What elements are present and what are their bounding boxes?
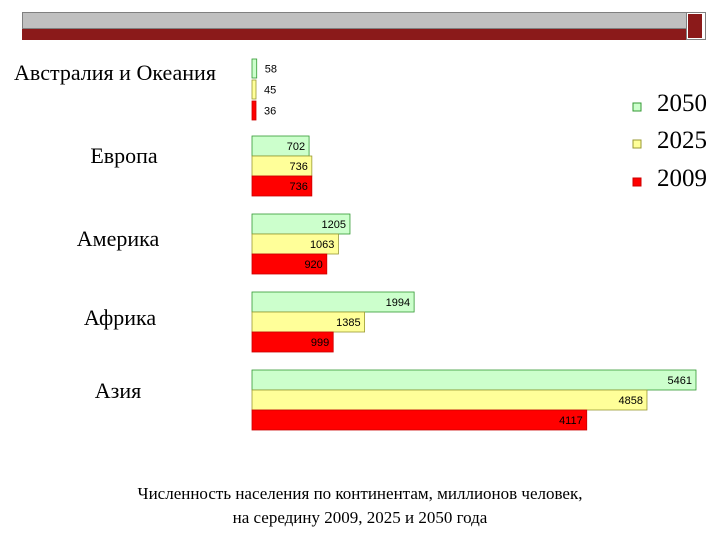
bar-2009 (251, 253, 328, 275)
caption-line-2: на середину 2009, 2025 и 2050 года (232, 508, 488, 527)
bar-2025 (251, 389, 648, 411)
bar-2009 (251, 175, 313, 197)
legend-swatch-2050 (632, 102, 642, 112)
legend-label-2009: 2009 (657, 165, 707, 192)
bar-2050 (251, 58, 258, 79)
legend-label-2025: 2025 (657, 127, 707, 154)
category-label: Азия (95, 378, 141, 403)
chart-caption: Численность населения по континентам, ми… (30, 482, 690, 530)
data-label-2050: 1205 (321, 219, 345, 231)
category-label: Европа (90, 143, 158, 168)
legend-swatch-2025 (632, 139, 642, 149)
data-label-2009: 736 (289, 181, 307, 193)
data-label-2025: 736 (289, 161, 307, 173)
caption-line-1: Численность населения по континентам, ми… (137, 484, 583, 503)
bar-2050 (251, 369, 697, 391)
bar-2009 (251, 409, 588, 431)
data-label-2050: 1994 (386, 297, 410, 309)
data-label-2025: 1063 (310, 239, 334, 251)
bar-2009 (251, 100, 257, 121)
title-bar-square-fill (688, 14, 702, 38)
data-label-2009: 920 (304, 259, 322, 271)
data-label-2050: 702 (287, 141, 305, 153)
data-label-2050: 5461 (668, 375, 692, 387)
category-label: Австралия и Океания (14, 60, 216, 85)
data-label-2025: 1385 (336, 317, 360, 329)
data-label-2009: 36 (264, 106, 276, 118)
bar-2009 (251, 331, 334, 353)
data-label-2050: 58 (265, 64, 277, 76)
data-label-2025: 4858 (618, 395, 642, 407)
data-label-2025: 45 (264, 85, 276, 97)
data-label-2009: 999 (311, 337, 329, 349)
category-label: Африка (84, 305, 156, 330)
category-label: Америка (77, 226, 160, 251)
legend-label-2050: 2050 (657, 90, 707, 117)
legend-swatch-2009 (632, 177, 642, 187)
bar-2025 (251, 79, 257, 100)
title-bar-red (22, 29, 687, 40)
data-label-2009: 4117 (559, 415, 583, 427)
population-chart: Австралия и Океания 58 45 36 Европа 702 736 736… (14, 58, 707, 431)
